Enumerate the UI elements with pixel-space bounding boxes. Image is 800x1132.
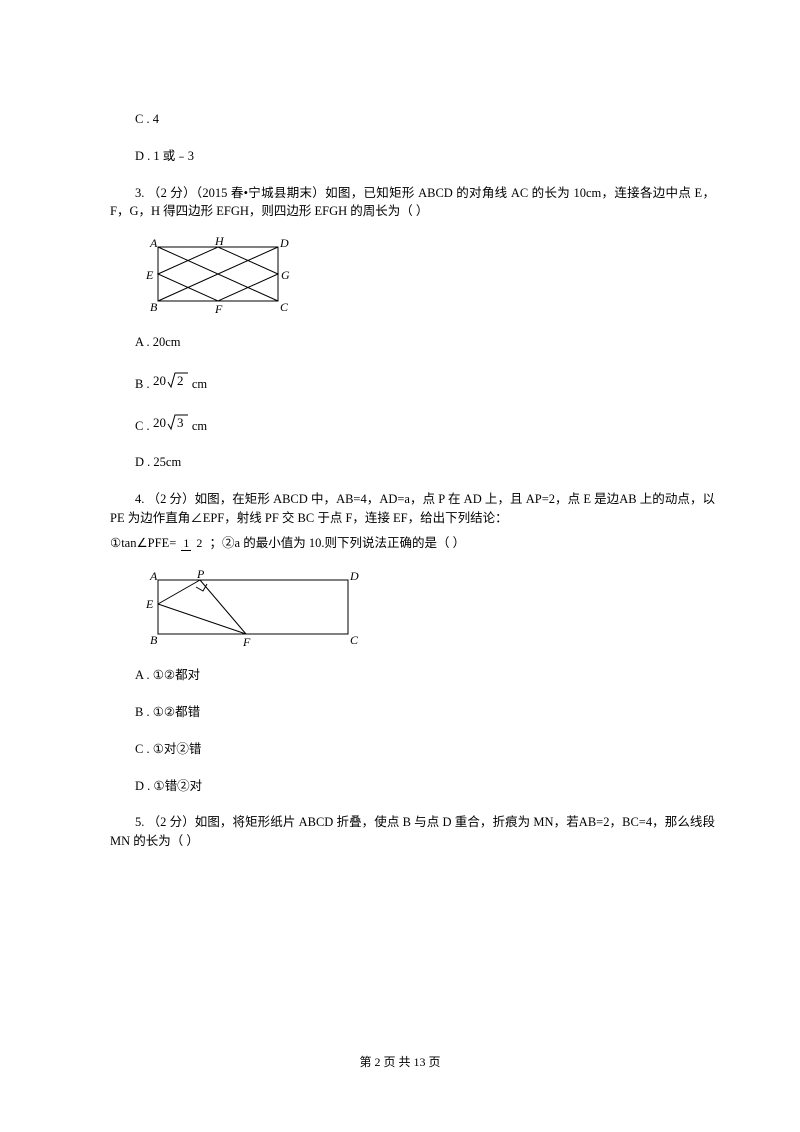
q4-figure: A P D E B F C: [140, 568, 715, 648]
q4-fraction: 1 2: [181, 537, 204, 550]
q4-frac-num: 1: [181, 536, 191, 551]
svg-text:B: B: [150, 633, 158, 647]
svg-text:F: F: [242, 635, 251, 648]
svg-text:F: F: [214, 302, 223, 315]
q3-option-a: A . 20cm: [110, 333, 715, 352]
q4-option-d: D . ①错②对: [110, 777, 715, 796]
svg-text:H: H: [214, 235, 225, 248]
svg-text:E: E: [145, 268, 154, 282]
q4-stem2-prefix: ①tan∠PFE=: [110, 536, 179, 550]
q4-option-c: C . ①对②错: [110, 740, 715, 759]
q4-stem-1: 4. （2 分）如图，在矩形 ABCD 中，AB=4，AD=a，点 P 在 AD…: [110, 490, 715, 528]
q3-optc-radicand: 3: [177, 415, 184, 430]
q3-stem: 3. （2 分）（2015 春•宁城县期末）如图，已知矩形 ABCD 的对角线 …: [110, 184, 715, 222]
q3-option-b: B . 20 2 cm: [110, 370, 715, 394]
q4-option-a: A . ①②都对: [110, 666, 715, 685]
svg-text:C: C: [280, 300, 289, 314]
q3-optc-coef: 20: [153, 415, 166, 430]
q2-option-c: C . 4: [110, 110, 715, 129]
svg-text:A: A: [149, 569, 158, 583]
svg-text:P: P: [196, 568, 205, 581]
q4-stem-2: ①tan∠PFE= 1 2 ；②a 的最小值为 10.则下列说法正确的是（ ）: [110, 534, 715, 553]
q3-optb-unit: cm: [189, 377, 207, 391]
svg-text:B: B: [150, 300, 158, 314]
q3-optc-prefix: C .: [135, 419, 153, 433]
svg-text:C: C: [350, 633, 359, 647]
q3-optb-radicand: 2: [177, 373, 184, 388]
svg-text:D: D: [279, 236, 289, 250]
svg-text:D: D: [349, 569, 359, 583]
page-content: C . 4 D . 1 或﹣3 3. （2 分）（2015 春•宁城县期末）如图…: [0, 0, 800, 851]
q3-option-d: D . 25cm: [110, 453, 715, 472]
q4-stem2-suffix: ；②a 的最小值为 10.则下列说法正确的是（ ）: [206, 536, 465, 550]
q3-option-c: C . 20 3 cm: [110, 412, 715, 436]
q4-option-b: B . ①②都错: [110, 703, 715, 722]
q3-optc-unit: cm: [189, 419, 207, 433]
q2-option-d: D . 1 或﹣3: [110, 147, 715, 166]
svg-text:A: A: [149, 236, 158, 250]
q3-optb-coef: 20: [153, 373, 166, 388]
q3-optb-prefix: B .: [135, 377, 153, 391]
page-footer: 第 2 页 共 13 页: [0, 1053, 800, 1070]
q4-frac-den: 2: [194, 536, 204, 550]
q5-stem: 5. （2 分）如图，将矩形纸片 ABCD 折叠，使点 B 与点 D 重合，折痕…: [110, 813, 715, 851]
svg-text:E: E: [145, 597, 154, 611]
svg-text:G: G: [281, 268, 290, 282]
q3-figure: A H D E G B F C: [140, 235, 715, 315]
